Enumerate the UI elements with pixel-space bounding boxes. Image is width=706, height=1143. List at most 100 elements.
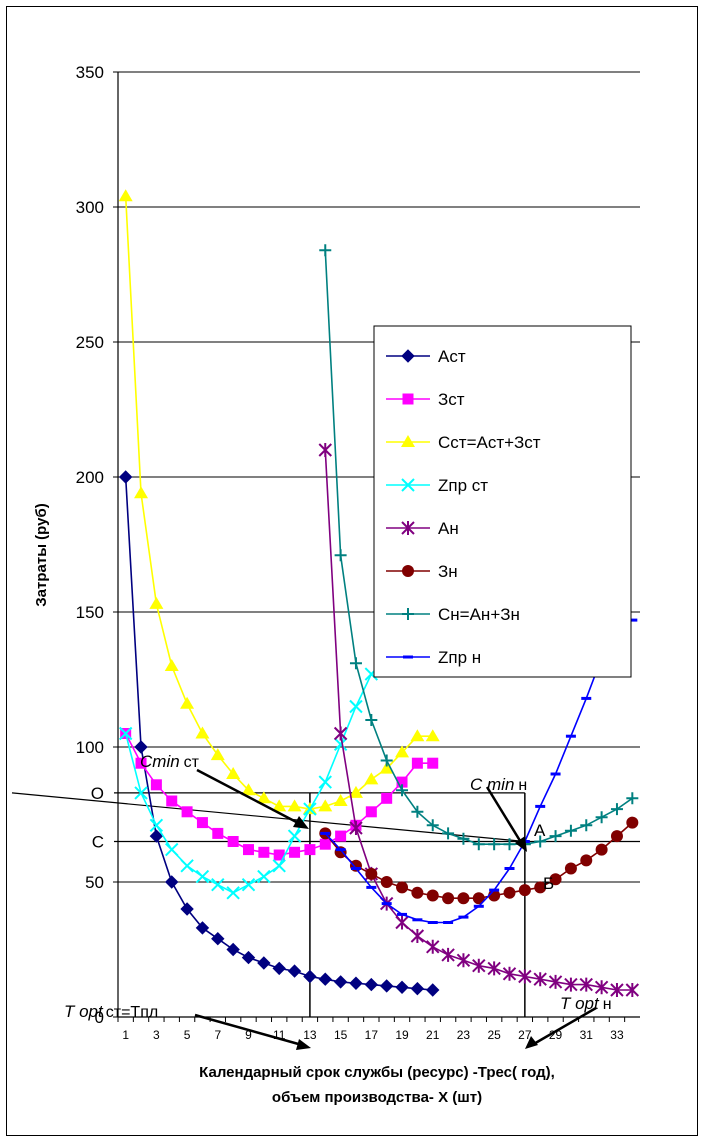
data-point — [426, 939, 440, 954]
data-point — [396, 881, 409, 894]
data-point — [149, 596, 164, 609]
data-point — [442, 827, 455, 840]
data-point — [256, 791, 271, 804]
data-point — [426, 819, 439, 832]
data-point — [410, 929, 425, 943]
data-point — [349, 657, 362, 670]
legend-swatch-marker — [401, 521, 415, 535]
data-point — [411, 757, 423, 769]
data-point — [303, 969, 317, 984]
x-tick-label: 27 — [518, 1028, 532, 1042]
data-point — [241, 950, 256, 965]
x-tick-label: 5 — [184, 1028, 191, 1042]
data-point — [180, 859, 194, 873]
data-point — [472, 838, 485, 851]
legend-box — [373, 325, 632, 678]
series-3 — [118, 651, 394, 900]
data-point — [487, 961, 501, 976]
series-layer — [118, 189, 640, 997]
legend-label: Zпр н — [438, 648, 481, 667]
data-point — [456, 953, 471, 968]
data-point — [319, 838, 331, 850]
x-tick-label: 19 — [395, 1028, 409, 1042]
data-point — [549, 873, 562, 886]
data-point — [118, 726, 133, 741]
data-point — [594, 980, 609, 995]
data-point — [287, 964, 302, 978]
data-point — [595, 843, 608, 856]
series-2 — [118, 189, 440, 815]
data-point — [211, 931, 225, 946]
legend-label: Зн — [438, 562, 458, 581]
legend-swatch-marker — [401, 478, 415, 492]
y-tick-label: 200 — [76, 468, 104, 487]
y-axis-title: Затраты (руб) — [33, 503, 50, 606]
data-point — [289, 846, 301, 858]
x-axis-title-line1: Календарный срок службы (ресурс) -Трес( … — [199, 1064, 555, 1081]
x-tick-label: 33 — [610, 1028, 624, 1042]
data-point — [427, 757, 439, 769]
data-point — [349, 976, 363, 990]
data-point — [442, 892, 455, 905]
data-point — [226, 942, 240, 957]
data-point — [533, 972, 547, 987]
data-point — [396, 784, 409, 797]
x-tick-label: 23 — [457, 1028, 471, 1042]
data-point — [166, 795, 178, 807]
x-tick-label: 7 — [214, 1028, 221, 1042]
data-point — [319, 244, 332, 257]
data-point — [564, 977, 578, 992]
data-point — [333, 975, 348, 989]
data-point — [165, 842, 179, 857]
annotation-arrows — [194, 768, 597, 1047]
data-point — [149, 818, 164, 833]
data-point — [380, 754, 393, 767]
data-point — [195, 921, 210, 935]
data-point — [134, 486, 149, 499]
data-point — [272, 961, 286, 976]
data-point — [257, 869, 271, 884]
data-point — [626, 816, 639, 829]
data-point — [564, 862, 577, 875]
data-point — [365, 806, 377, 818]
legend-swatch-marker — [402, 565, 414, 577]
data-point — [318, 775, 332, 789]
data-point — [241, 783, 256, 796]
data-point — [549, 830, 562, 843]
data-point — [149, 829, 164, 843]
y-tick-label: 50 — [85, 873, 104, 892]
data-point — [411, 886, 424, 899]
data-point — [333, 726, 348, 741]
data-point — [272, 859, 286, 873]
annotation-point-a: А — [534, 821, 546, 840]
data-point — [395, 745, 410, 758]
data-point — [395, 915, 409, 930]
data-point — [212, 827, 224, 839]
data-point — [303, 802, 317, 816]
x-tick-label: 3 — [153, 1028, 160, 1042]
data-point — [502, 966, 517, 981]
data-point — [365, 867, 378, 880]
data-point — [610, 983, 624, 997]
x-tick-label: 9 — [245, 1028, 252, 1042]
data-point — [180, 902, 194, 916]
data-point — [595, 811, 608, 824]
data-point — [241, 877, 256, 892]
series-6 — [319, 244, 639, 851]
x-tick-label: 13 — [303, 1028, 317, 1042]
data-point — [411, 805, 424, 818]
data-point — [426, 889, 439, 902]
data-point — [580, 819, 593, 832]
data-point — [380, 876, 393, 888]
legend-swatch-marker — [402, 393, 414, 405]
data-point — [304, 844, 316, 856]
data-point — [503, 886, 516, 899]
chart-frame — [6, 6, 698, 1136]
data-point — [610, 803, 623, 816]
x-tick-label: 29 — [549, 1028, 563, 1042]
legend-label: Зст — [438, 390, 465, 409]
annotation-topt-n: T opt н — [560, 994, 612, 1013]
x-tick-label: 1 — [122, 1028, 129, 1042]
data-point — [195, 869, 210, 884]
